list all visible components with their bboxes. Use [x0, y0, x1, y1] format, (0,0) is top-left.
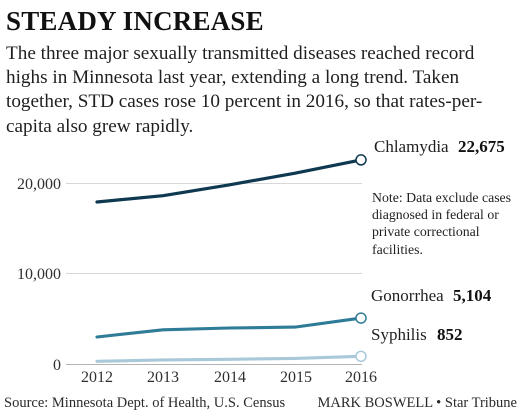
series-label-gonorrhea: Gonorrhea [371, 286, 444, 305]
y-tick-label-0: 0 [53, 357, 61, 374]
x-tick-label-2016: 2016 [345, 369, 377, 386]
series-labels: Chlamydia 22,675 Gonorrhea 5,104 Syphili… [371, 137, 505, 344]
chart-note: Note: Data exclude cases diagnosed in fe… [372, 190, 512, 257]
y-tick-label-20000: 20,000 [17, 176, 61, 193]
y-tick-label-10000: 10,000 [17, 266, 61, 283]
chart-subtitle: The three major sexually transmitted dis… [6, 43, 483, 137]
end-markers [355, 154, 367, 363]
credit-note: MARK BOSWELL • Star Tribune [317, 395, 518, 411]
series-line-chlamydia [95, 158, 363, 204]
series-label-chlamydia: Chlamydia [374, 137, 449, 156]
series-line-gonorrhea [95, 316, 363, 339]
end-marker-chlamydia [355, 154, 367, 166]
x-tick-label-2015: 2015 [280, 369, 312, 386]
x-tick-label-2013: 2013 [147, 369, 179, 386]
chart-title: STEADY INCREASE [6, 6, 264, 36]
series-value-chlamydia: 22,675 [458, 137, 505, 156]
series-line-syphilis [95, 354, 363, 363]
y-axis-labels: 20,000 10,000 0 [17, 176, 61, 374]
x-axis-labels: 2012 2013 2014 2015 2016 [81, 369, 377, 386]
series-label-syphilis: Syphilis [371, 325, 427, 344]
series-lines [95, 158, 363, 363]
series-value-gonorrhea: 5,104 [453, 286, 492, 305]
end-marker-gonorrhea [355, 312, 367, 324]
end-marker-syphilis [355, 350, 367, 363]
x-tick-label-2012: 2012 [81, 369, 113, 386]
gridlines [66, 183, 362, 365]
source-note: Source: Minnesota Dept. of Health, U.S. … [4, 395, 286, 411]
x-tick-label-2014: 2014 [214, 369, 246, 386]
series-value-syphilis: 852 [437, 325, 463, 344]
